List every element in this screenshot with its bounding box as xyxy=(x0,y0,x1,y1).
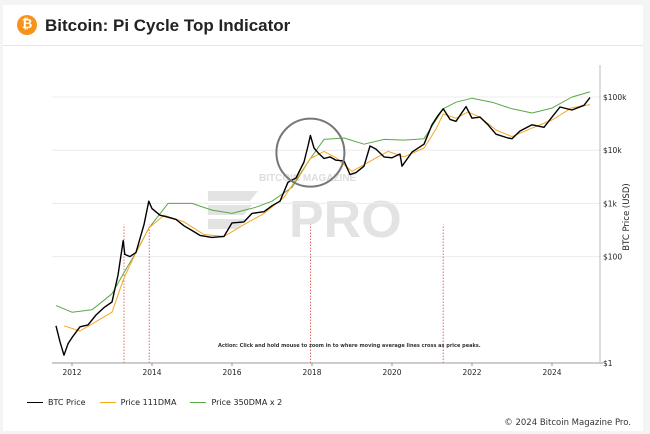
y-tick-label: $100 xyxy=(603,253,622,262)
btc-price-line xyxy=(55,97,591,356)
legend-item-350dma-x2[interactable]: Price 350DMA x 2 xyxy=(190,398,282,407)
y-tick-label: $100k xyxy=(603,93,627,102)
y-axis-label: BTC Price (USD) xyxy=(622,183,632,250)
y-tick-label: $10k xyxy=(603,146,622,155)
legend-item-btc-price[interactable]: BTC Price xyxy=(27,398,86,407)
x-tick-label: 2012 xyxy=(62,368,81,377)
watermark-small: BITCOIN MAGAZINE xyxy=(259,173,357,184)
legend-label-111dma: Price 111DMA xyxy=(120,398,177,407)
legend-swatch-111dma xyxy=(99,402,116,403)
peak-highlight-circle xyxy=(275,117,346,188)
x-tick-label: 2018 xyxy=(302,368,321,377)
111dma-line xyxy=(63,104,591,332)
watermark: BITCOIN MAGAZINE PRO xyxy=(208,173,402,249)
bitcoin-logo-icon: ₿ xyxy=(17,15,37,35)
y-tick-label: $1 xyxy=(603,359,613,368)
legend-swatch-btc-price xyxy=(27,402,43,403)
x-tick-label: 2014 xyxy=(142,368,161,377)
chart-title: Bitcoin: Pi Cycle Top Indicator xyxy=(45,16,291,35)
x-tick-label: 2020 xyxy=(382,368,401,377)
pi-cycle-chart[interactable]: BITCOIN MAGAZINE PRO 2012 2014 2016 2018 202… xyxy=(3,5,643,431)
watermark-big: PRO xyxy=(289,191,402,249)
legend-swatch-350dma-x2 xyxy=(190,402,207,403)
chart-card: ₿ Bitcoin: Pi Cycle Top Indicator BITCOI… xyxy=(3,5,643,431)
x-tick-label: 2024 xyxy=(542,368,561,377)
zoom-annotation: Action: Click and hold mouse to zoom in … xyxy=(218,343,481,349)
x-tick-label: 2016 xyxy=(222,368,241,377)
footer-copyright: © 2024 Bitcoin Magazine Pro. xyxy=(504,418,631,428)
chart-legend: BTC Price Price 111DMA Price 350DMA x 2 xyxy=(27,398,282,407)
chart-header: ₿ Bitcoin: Pi Cycle Top Indicator xyxy=(3,5,643,46)
x-tick-label: 2022 xyxy=(462,368,481,377)
legend-label-btc-price: BTC Price xyxy=(48,398,86,407)
legend-item-111dma[interactable]: Price 111DMA xyxy=(99,398,177,407)
legend-label-350dma-x2: Price 350DMA x 2 xyxy=(211,398,283,407)
y-tick-label: $1k xyxy=(603,199,618,208)
